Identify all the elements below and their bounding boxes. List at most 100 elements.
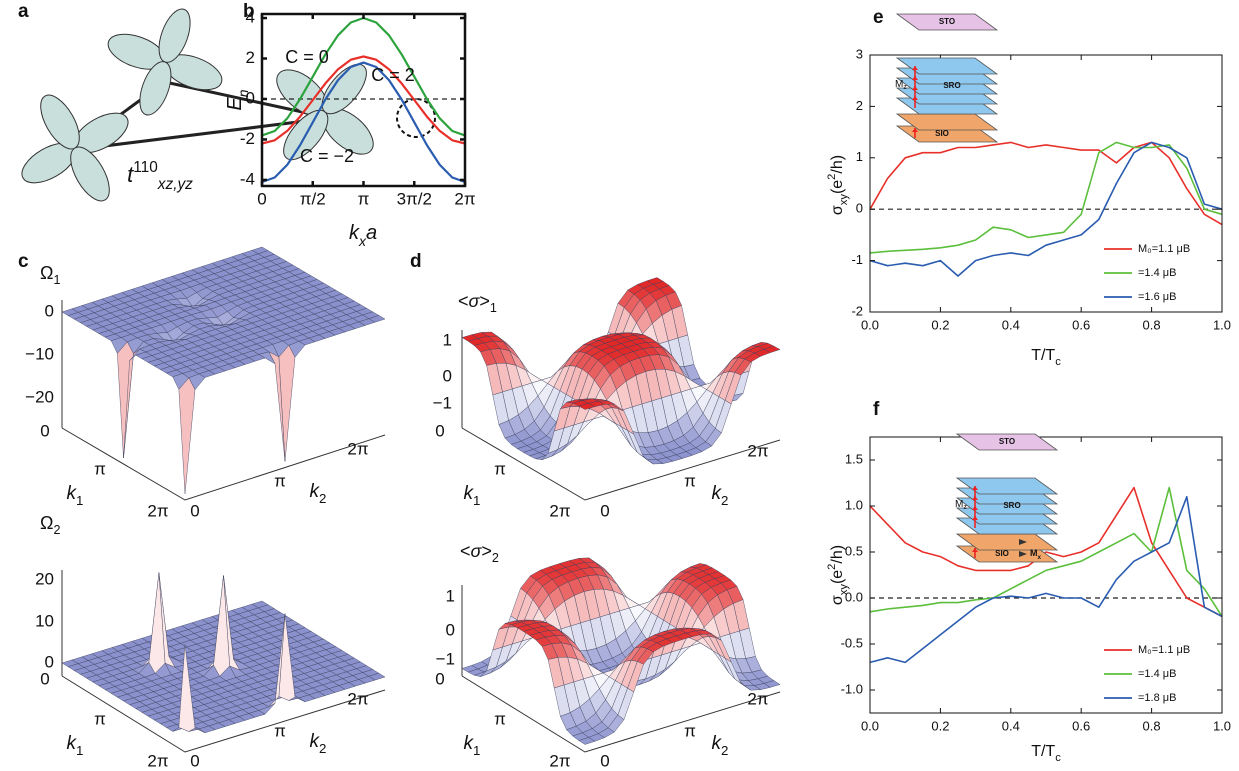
moment-label-part: M bbox=[955, 499, 963, 510]
hopping-label-part: xz,yz bbox=[157, 176, 193, 193]
k2-tick-label: 0 bbox=[190, 751, 199, 770]
z-tick-label: 0 bbox=[446, 620, 455, 639]
k1-tick-label: π bbox=[494, 459, 506, 478]
z-label-part: 1 bbox=[490, 301, 497, 315]
surface-floor bbox=[61, 675, 386, 753]
legend-label: =1.8 μB bbox=[1138, 692, 1176, 704]
z-tick-label: 20 bbox=[35, 569, 54, 588]
curve-label: C = 2 bbox=[371, 65, 415, 85]
x-axis-label-part: T/T bbox=[1031, 347, 1055, 364]
y-axis-label: σxy(e2/h) bbox=[826, 155, 850, 215]
y-tick-label: 0 bbox=[246, 88, 255, 107]
panel-label: e bbox=[873, 7, 884, 28]
highlight-circle bbox=[396, 98, 436, 138]
y-axis-label-part: 2 bbox=[826, 174, 838, 180]
z-tick-label: 10 bbox=[35, 611, 54, 630]
x-tick-label: 0.2 bbox=[931, 317, 949, 332]
k2-label: k2 bbox=[712, 483, 729, 508]
panel-label: f bbox=[873, 399, 880, 420]
x-axis-label: kxa bbox=[349, 222, 377, 248]
layer-plate bbox=[895, 57, 999, 75]
x-tick-label: 1.0 bbox=[1213, 718, 1231, 733]
k1-label-part: k bbox=[464, 483, 475, 504]
k1-tick-label: 2π bbox=[147, 501, 168, 520]
y-tick-label: -2 bbox=[851, 303, 863, 318]
moment-arrow-head bbox=[1019, 539, 1027, 545]
y-axis-label-part: n bbox=[235, 89, 251, 97]
z-label: Ω1 bbox=[40, 263, 60, 288]
layer-label: STO bbox=[999, 437, 1015, 446]
x-tick-label: 0.6 bbox=[1072, 317, 1090, 332]
k1-label: k1 bbox=[67, 733, 84, 758]
panel-label: d bbox=[410, 251, 422, 272]
moment-label-part: z bbox=[963, 504, 967, 511]
k2-tick-label: 0 bbox=[600, 501, 609, 520]
k1-label: k1 bbox=[67, 483, 84, 508]
z-label-part: σ bbox=[471, 541, 483, 561]
surface-cell bbox=[178, 377, 196, 495]
x-tick-label: π/2 bbox=[300, 189, 326, 208]
k2-label-part: 2 bbox=[319, 491, 326, 506]
moment-arrow-head bbox=[972, 548, 978, 552]
y-axis-label-part: xy bbox=[838, 584, 850, 596]
k1-label-part: 1 bbox=[473, 743, 480, 758]
x-axis-label-part: x bbox=[358, 233, 367, 249]
y-tick-label: 2 bbox=[246, 48, 255, 67]
z-label-part: < bbox=[460, 541, 471, 561]
k2-tick-label: 2π bbox=[747, 441, 768, 460]
surface-floor bbox=[461, 675, 781, 753]
legend-label: M₀=1.1 μB bbox=[1138, 644, 1190, 656]
y-axis-label-part: xy bbox=[838, 194, 850, 206]
layer-label: SRO bbox=[943, 81, 960, 90]
k2-label-part: 2 bbox=[721, 493, 728, 508]
k2-label-part: k bbox=[712, 483, 723, 504]
x-axis-label-part: a bbox=[366, 222, 377, 244]
y-tick-label: 0 bbox=[856, 201, 863, 216]
x-tick-label: 1.0 bbox=[1213, 317, 1231, 332]
x-tick-label: 0.6 bbox=[1072, 718, 1090, 733]
surface-cell bbox=[578, 403, 596, 410]
panel-label: b bbox=[243, 1, 255, 22]
z-tick-label: 0 bbox=[443, 366, 452, 385]
z-tick-label: −10 bbox=[25, 344, 54, 363]
k2-label-part: 2 bbox=[721, 743, 728, 758]
z-label-part: Ω bbox=[40, 263, 53, 283]
y-axis-label-part: (e bbox=[829, 180, 846, 194]
y-axis-label-part: (e bbox=[829, 570, 846, 584]
z-label: Ω2 bbox=[40, 513, 60, 538]
curve-label: C = −2 bbox=[300, 146, 354, 166]
x-axis-label-part: k bbox=[349, 222, 360, 244]
layer-plate bbox=[895, 13, 999, 31]
k1-label-part: 1 bbox=[76, 743, 83, 758]
moment-label-part: M bbox=[1030, 548, 1038, 558]
k1-tick-label: 0 bbox=[40, 421, 49, 440]
y-tick-label: 3 bbox=[856, 46, 863, 61]
z-label-part: 1 bbox=[53, 273, 60, 287]
z-label-part: > bbox=[479, 291, 490, 311]
y-axis-label-part: /h) bbox=[829, 545, 846, 564]
y-tick-label: -1 bbox=[851, 252, 863, 267]
y-tick-label: -0.5 bbox=[841, 635, 863, 650]
k1-tick-label: 2π bbox=[549, 501, 570, 520]
x-axis-label-part: c bbox=[1055, 752, 1061, 764]
surface-mesh bbox=[61, 572, 386, 734]
k2-label-part: k bbox=[712, 733, 723, 754]
k2-label-part: k bbox=[310, 481, 321, 502]
z-label-part: < bbox=[458, 291, 469, 311]
data-line bbox=[869, 486, 1223, 617]
k2-label-part: 2 bbox=[319, 741, 326, 756]
data-line bbox=[869, 141, 1223, 226]
orbital bbox=[107, 8, 223, 116]
moment-label-part: x bbox=[1038, 554, 1042, 561]
panel-label: a bbox=[18, 1, 29, 22]
plot-frame bbox=[869, 54, 1223, 313]
k2-tick-label: 0 bbox=[600, 751, 609, 770]
x-tick-label: π bbox=[358, 189, 370, 208]
k1-tick-label: 0 bbox=[40, 669, 49, 688]
y-axis-label-part: 2 bbox=[826, 564, 838, 570]
plot-frame bbox=[869, 436, 1223, 714]
k1-tick-label: 2π bbox=[147, 751, 168, 770]
y-axis-label-part: σ bbox=[829, 595, 846, 605]
